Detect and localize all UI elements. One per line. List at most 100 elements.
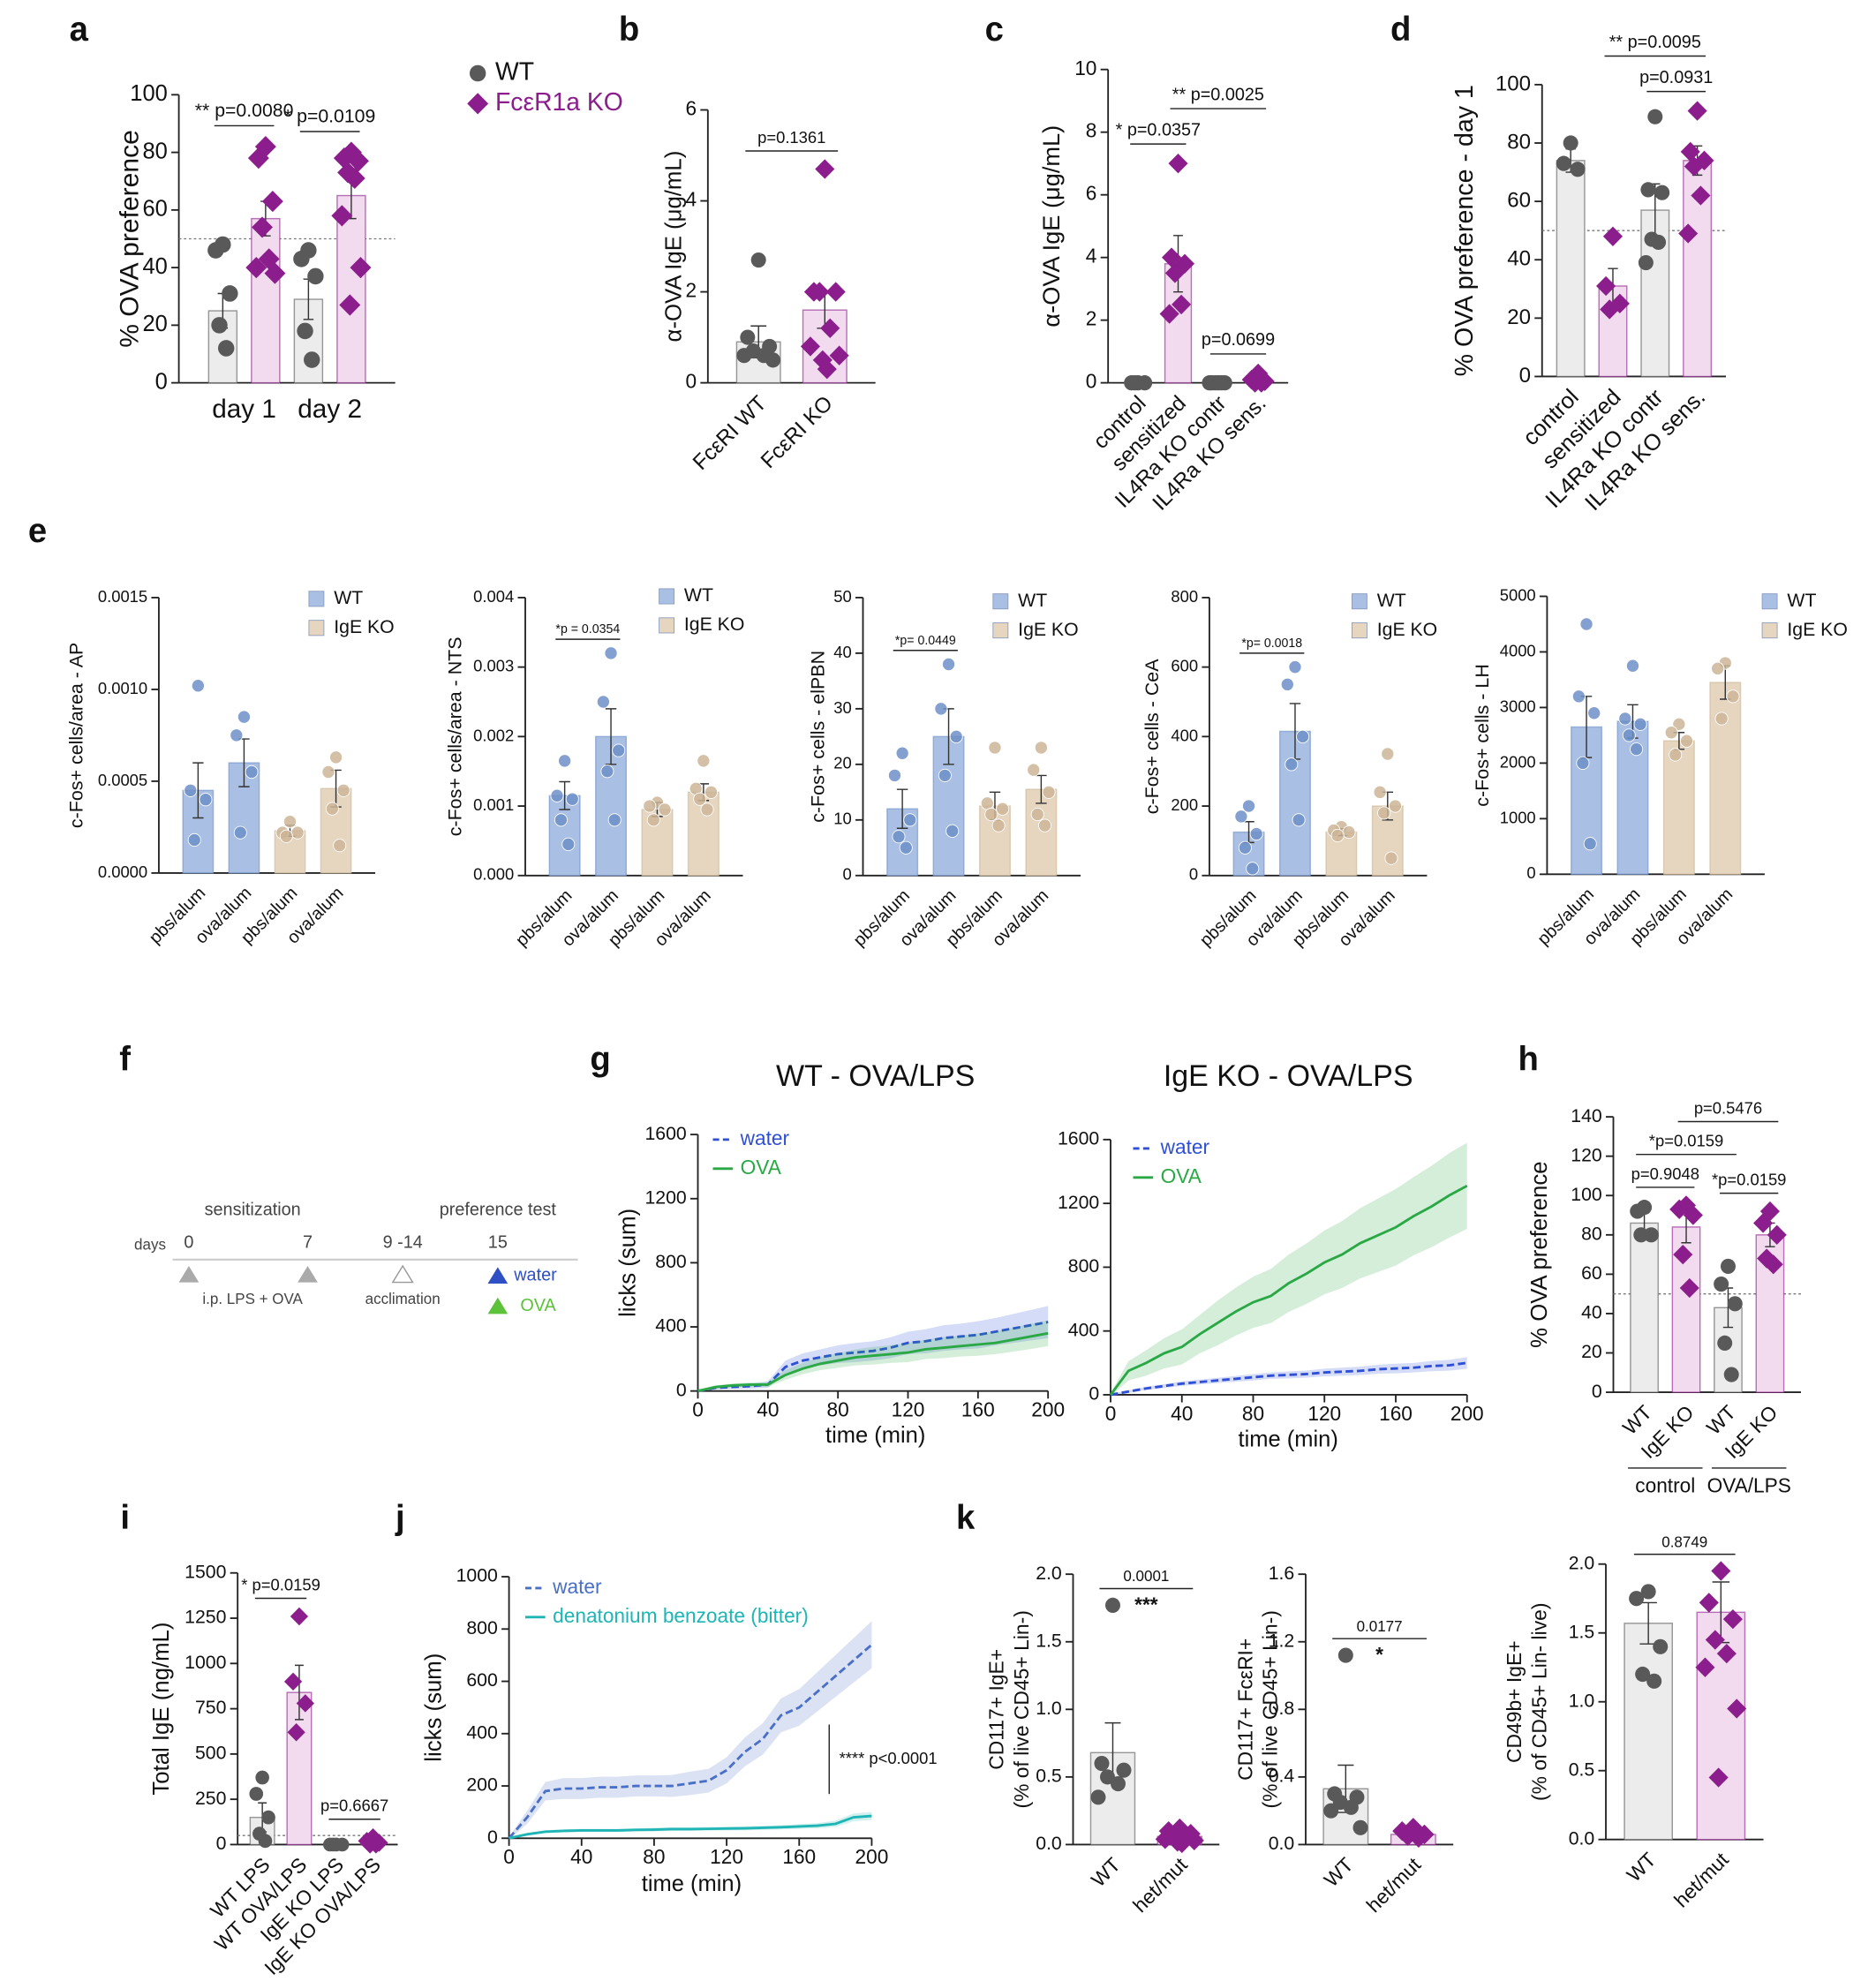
data-point — [1296, 729, 1310, 743]
y-tick-label: 800 — [1068, 1255, 1100, 1277]
y-tick-label: 0.8 — [1269, 1698, 1295, 1719]
event-triangle — [298, 1265, 318, 1283]
y-tick-label: 10 — [833, 810, 851, 828]
y-tick-label: 8 — [1086, 119, 1097, 142]
data-point — [1172, 294, 1192, 315]
data-point — [1618, 712, 1632, 726]
x-tick-label: 40 — [1171, 1402, 1193, 1425]
y-axis-label: c-Fos+ cells - CeA — [1141, 659, 1163, 815]
data-point — [600, 765, 614, 779]
legend-swatch — [659, 617, 675, 634]
data-point — [810, 282, 830, 302]
group-label: control — [1635, 1473, 1695, 1496]
group-label: day 1 — [212, 395, 276, 424]
data-point — [1337, 1647, 1353, 1663]
data-point — [1640, 1584, 1656, 1600]
x-tick-label: 0 — [692, 1398, 704, 1421]
series-line — [1109, 1185, 1468, 1396]
bar — [687, 791, 720, 877]
data-point — [817, 359, 837, 380]
x-tick-label: 160 — [1379, 1402, 1413, 1425]
y-tick-label: 6 — [1086, 182, 1097, 205]
bar — [251, 217, 281, 384]
y-tick-label: 100 — [1571, 1184, 1602, 1205]
data-point — [934, 702, 948, 716]
data-point — [247, 147, 269, 169]
data-point — [1695, 1657, 1715, 1677]
y-tick-label: 80 — [1507, 130, 1531, 154]
data-point — [1030, 807, 1044, 822]
y-axis-label: c-Fos+ cells - elPBN — [808, 651, 829, 823]
data-point — [1042, 785, 1056, 799]
significance-label: * p=0.0357 — [1116, 120, 1201, 139]
y-tick-label: 40 — [142, 254, 167, 279]
y-tick-label: 80 — [142, 139, 167, 163]
y-tick-label: 2000 — [1500, 752, 1536, 771]
data-point — [1640, 182, 1656, 198]
y-tick-label: 4 — [1086, 245, 1097, 267]
legend-swatch — [659, 588, 675, 605]
y-tick-label: 0.4 — [1269, 1765, 1295, 1786]
y-tick-label: 200 — [466, 1774, 498, 1796]
data-point — [991, 818, 1006, 832]
data-point — [230, 728, 244, 742]
legend-swatch — [1351, 593, 1367, 610]
legend-label: IgE KO — [1787, 619, 1847, 640]
significance-label: 0.0177 — [1357, 1618, 1403, 1635]
data-point — [1381, 747, 1395, 761]
data-point — [1717, 1335, 1733, 1351]
panel-label: b — [619, 11, 639, 49]
data-point — [829, 345, 849, 365]
data-point — [1720, 1258, 1736, 1275]
x-tick-label: FcεRI WT — [689, 391, 772, 475]
x-tick-label: 200 — [855, 1845, 889, 1868]
y-tick-label: 100 — [130, 81, 168, 106]
series-line — [508, 1643, 873, 1840]
x-tick-label: WT — [1622, 1848, 1660, 1887]
data-point — [1288, 660, 1302, 674]
data-point — [697, 754, 711, 768]
y-tick-label: 0.0015 — [98, 587, 147, 606]
data-point — [1571, 689, 1586, 704]
data-point — [1630, 1203, 1646, 1219]
data-point — [1342, 825, 1356, 840]
data-point — [340, 141, 362, 163]
data-point — [1104, 1597, 1120, 1613]
data-point — [199, 793, 213, 807]
data-point — [1726, 689, 1740, 704]
y-tick-label: 20 — [1507, 305, 1531, 329]
significance-label: * p=0.0159 — [241, 1575, 320, 1593]
data-point — [333, 147, 355, 169]
data-point — [1159, 304, 1179, 324]
data-point — [604, 646, 618, 660]
y-tick-label: 0.0005 — [98, 771, 147, 789]
timeline-panel: sensitization preference test days 0 7 9… — [134, 1200, 578, 1315]
data-point — [1352, 1819, 1368, 1835]
panel-label: k — [956, 1499, 976, 1537]
data-point — [1630, 742, 1644, 757]
legend-label: OVA — [741, 1156, 782, 1179]
data-point — [1680, 734, 1694, 748]
y-tick-label: 60 — [142, 197, 167, 222]
data-point — [1164, 263, 1185, 283]
x-tick-label: 0 — [503, 1845, 515, 1868]
y-tick-label: 0 — [1526, 863, 1535, 882]
panel-label: j — [395, 1499, 405, 1537]
data-point — [283, 815, 297, 829]
y-axis-label: Total IgE (ng/mL) — [149, 1623, 174, 1796]
data-point — [1727, 1296, 1743, 1312]
legend-label: WT — [334, 587, 363, 608]
y-tick-label: 40 — [1581, 1302, 1602, 1323]
y-tick-label: 0.0 — [1036, 1833, 1062, 1854]
data-point — [1669, 1199, 1690, 1220]
days-label: days — [134, 1237, 166, 1254]
y-tick-label: 4 — [685, 187, 697, 210]
data-point — [1629, 1591, 1645, 1607]
bar — [1696, 1611, 1746, 1841]
data-point — [1238, 840, 1252, 855]
data-point — [1647, 109, 1663, 124]
y-tick-label: 6 — [685, 96, 697, 119]
data-point — [1110, 1775, 1126, 1792]
significance-label: p=0.5476 — [1694, 1098, 1762, 1117]
